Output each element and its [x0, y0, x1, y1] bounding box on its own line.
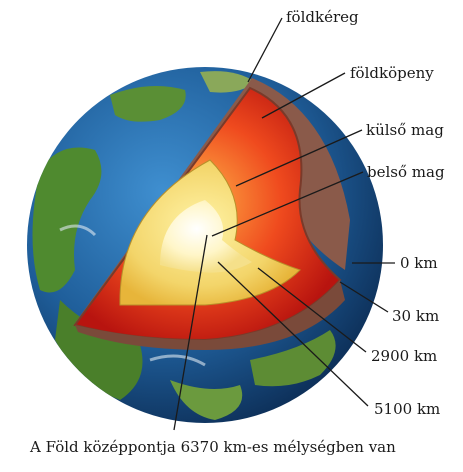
- label-depth-5100: 5100 km: [374, 400, 440, 418]
- leader-depth-5100: [217, 261, 369, 407]
- leader-center: [173, 234, 208, 431]
- label-crust: földkéreg: [286, 8, 359, 26]
- leader-inner-core: [211, 171, 364, 237]
- label-depth-2900: 2900 km: [371, 347, 437, 365]
- leader-depth-2900: [257, 267, 367, 353]
- caption: A Föld középpontja 6370 km-es mélységben…: [29, 438, 396, 456]
- leader-mantle: [261, 72, 346, 119]
- leader-depth-30: [339, 281, 389, 313]
- label-inner-core: belső mag: [367, 163, 445, 181]
- leader-crust: [247, 17, 283, 83]
- label-depth-0: 0 km: [400, 254, 438, 272]
- label-depth-30: 30 km: [392, 307, 439, 325]
- leader-outer-core: [235, 129, 363, 187]
- label-outer-core: külső mag: [366, 121, 444, 139]
- label-mantle: földköpeny: [350, 64, 434, 82]
- cutaway-section: [73, 86, 345, 350]
